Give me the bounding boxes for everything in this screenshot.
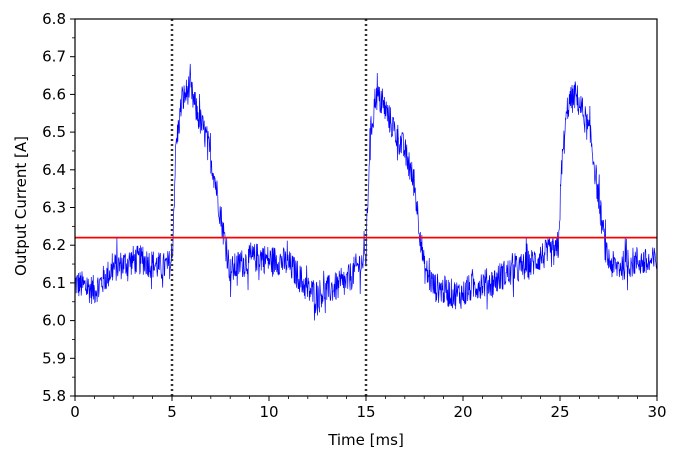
y-tick-label: 6.4 [42, 161, 66, 179]
x-tick-label: 10 [259, 403, 278, 421]
x-tick-label: 15 [356, 403, 375, 421]
x-tick-label: 25 [550, 403, 569, 421]
y-tick-label: 5.9 [42, 349, 66, 367]
x-axis-label: Time [ms] [327, 431, 404, 449]
y-tick-label: 5.8 [42, 387, 66, 405]
y-tick-label: 6.1 [42, 274, 66, 292]
y-axis-label: Output Current [A] [12, 136, 30, 276]
y-tick-label: 6.2 [42, 236, 66, 254]
y-tick-label: 6.7 [42, 48, 66, 66]
y-tick-label: 6.5 [42, 123, 66, 141]
x-axis-ticks: 0 5 10 15 20 25 30 [70, 396, 667, 421]
y-tick-label: 6.0 [42, 312, 66, 330]
y-tick-label: 6.6 [42, 85, 66, 103]
x-tick-label: 5 [167, 403, 177, 421]
series-line-0 [75, 63, 657, 321]
x-tick-label: 20 [453, 403, 472, 421]
x-tick-label: 30 [647, 403, 666, 421]
y-tick-label: 6.8 [42, 10, 66, 28]
x-tick-label: 0 [70, 403, 80, 421]
y-axis-ticks: 5.8 5.9 6.0 6.1 6.2 6.3 6.4 6.5 6.6 6.7 6.8 [42, 10, 75, 405]
y-tick-label: 6.3 [42, 199, 66, 217]
